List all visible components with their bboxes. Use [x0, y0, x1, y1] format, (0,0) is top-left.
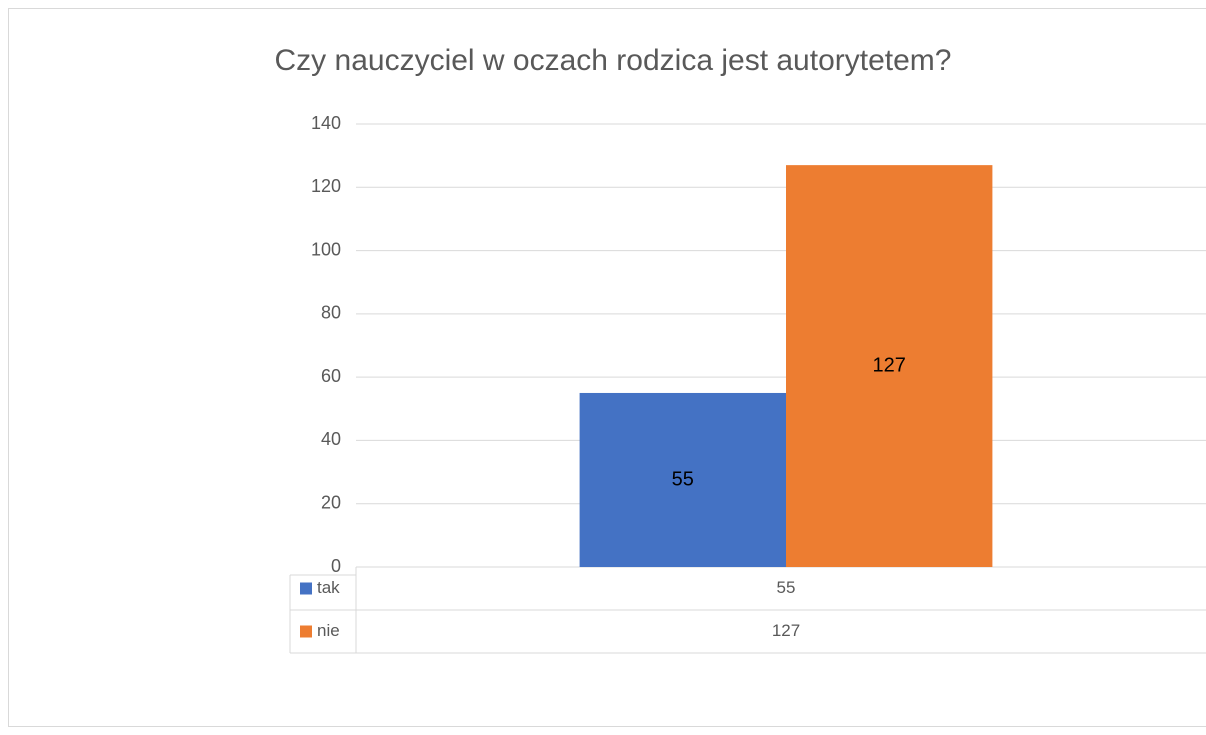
table-value: 127: [772, 621, 800, 640]
y-tick-label: 60: [321, 366, 341, 386]
y-tick-label: 140: [311, 113, 341, 133]
y-tick-label: 20: [321, 492, 341, 512]
legend-key: [300, 582, 312, 595]
chart-title: Czy nauczyciel w oczach rodzica jest aut…: [275, 44, 952, 77]
y-tick-label: 120: [311, 176, 341, 196]
chart-border: [8, 8, 1206, 727]
data-label: 127: [873, 354, 906, 376]
table-value: 55: [777, 578, 796, 597]
legend-label: tak: [317, 578, 340, 597]
y-tick-label: 100: [311, 239, 341, 259]
y-tick-label: 80: [321, 303, 341, 323]
legend-key: [300, 625, 312, 638]
y-tick-label: 0: [331, 556, 341, 576]
data-label: 55: [672, 468, 694, 490]
y-tick-label: 40: [321, 429, 341, 449]
bar: [579, 392, 786, 567]
legend-label: nie: [317, 621, 340, 640]
bar: [786, 165, 993, 567]
